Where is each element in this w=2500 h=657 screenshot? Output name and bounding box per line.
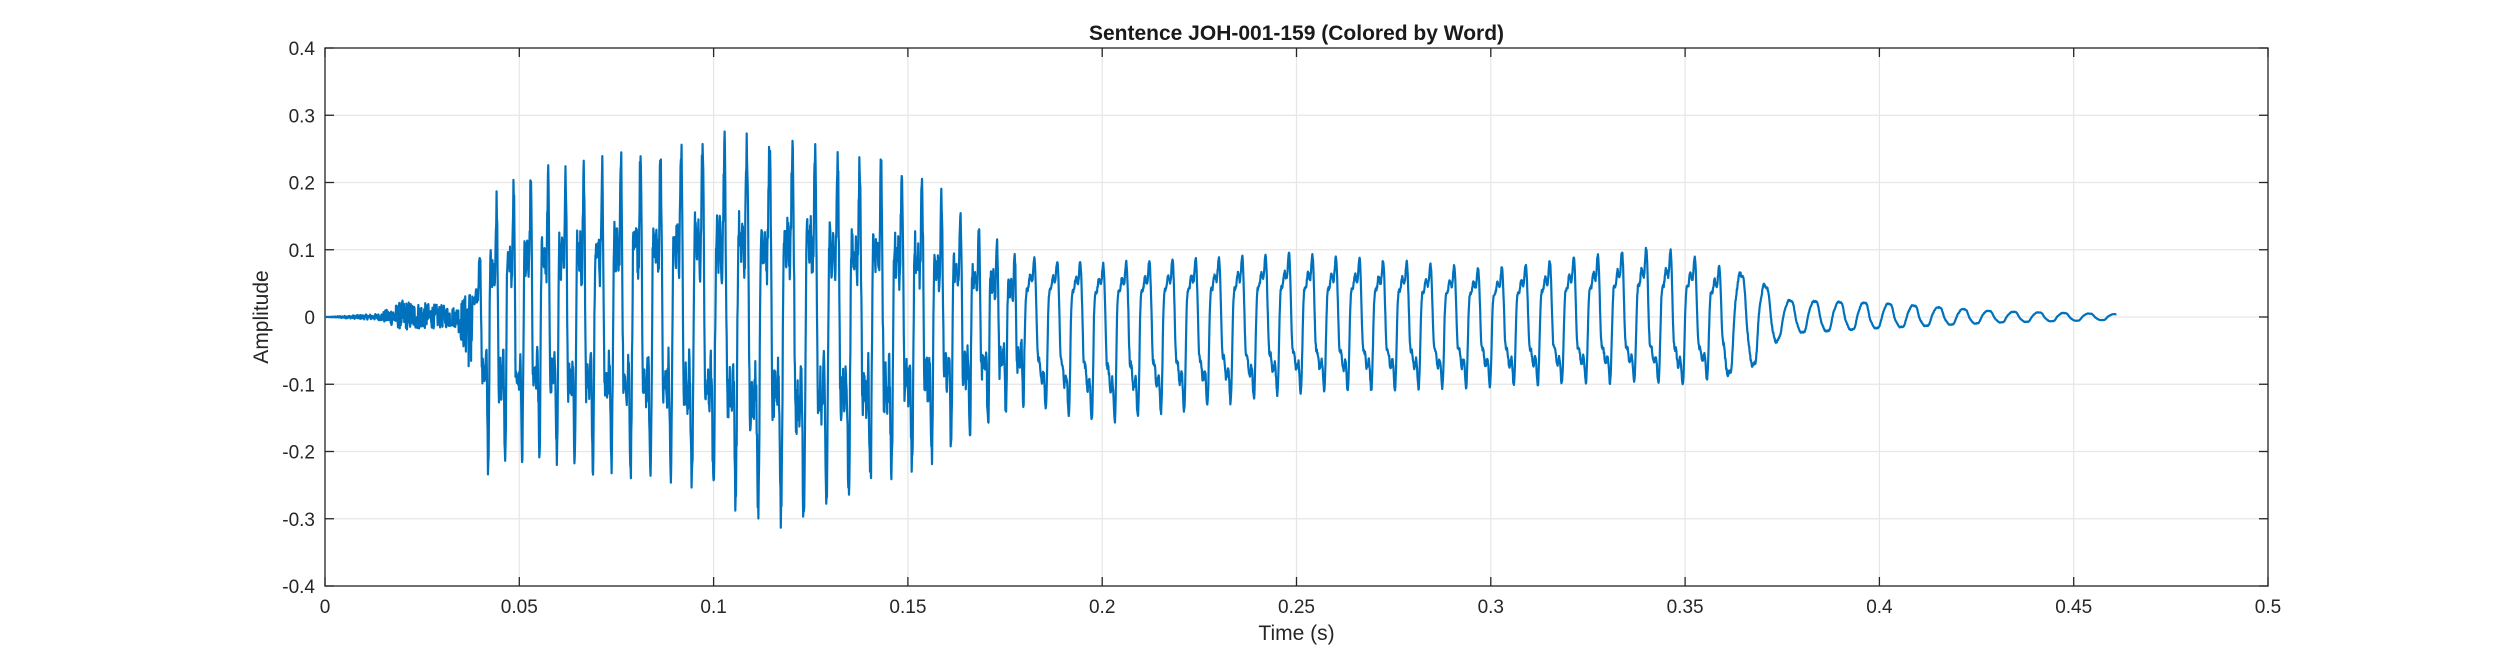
y-tick-label: -0.4 — [282, 577, 315, 598]
x-tick-label: 0.1 — [700, 597, 726, 618]
x-tick-label: 0.35 — [1667, 597, 1704, 618]
x-tick-label: 0.3 — [1478, 597, 1504, 618]
x-tick-label: 0.45 — [2055, 597, 2092, 618]
x-tick-label: 0.4 — [1866, 597, 1893, 618]
y-tick-label: 0.3 — [289, 106, 315, 127]
x-tick-label: 0 — [320, 597, 331, 618]
y-tick-label: -0.1 — [282, 375, 315, 396]
x-tick-labels: 0 0.05 0.1 0.15 0.2 0.25 0.3 0.35 0.4 0.45 0.5 — [320, 597, 2282, 618]
y-tick-label: -0.3 — [282, 510, 315, 531]
y-tick-label: 0.2 — [289, 174, 315, 195]
axis-ticks — [324, 47, 2269, 587]
x-tick-label: 0.2 — [1089, 597, 1115, 618]
y-axis-label: Amplitude — [250, 270, 273, 363]
y-tick-label: 0 — [304, 308, 315, 329]
amplitude-waveform-line — [324, 130, 2118, 529]
y-tick-labels: 0.4 0.3 0.2 0.1 0 -0.1 -0.2 -0.3 -0.4 — [282, 39, 315, 598]
y-tick-label: 0.4 — [289, 39, 316, 60]
y-tick-label: 0.1 — [289, 241, 315, 262]
y-tick-label: -0.2 — [282, 443, 315, 464]
x-tick-label: 0.25 — [1278, 597, 1315, 618]
x-tick-label: 0.5 — [2255, 597, 2281, 618]
chart-title: Sentence JOH-001-159 (Colored by Word) — [1089, 22, 1504, 45]
x-axis-label: Time (s) — [1258, 622, 1334, 645]
x-tick-label: 0.15 — [889, 597, 926, 618]
x-tick-label: 0.05 — [501, 597, 538, 618]
